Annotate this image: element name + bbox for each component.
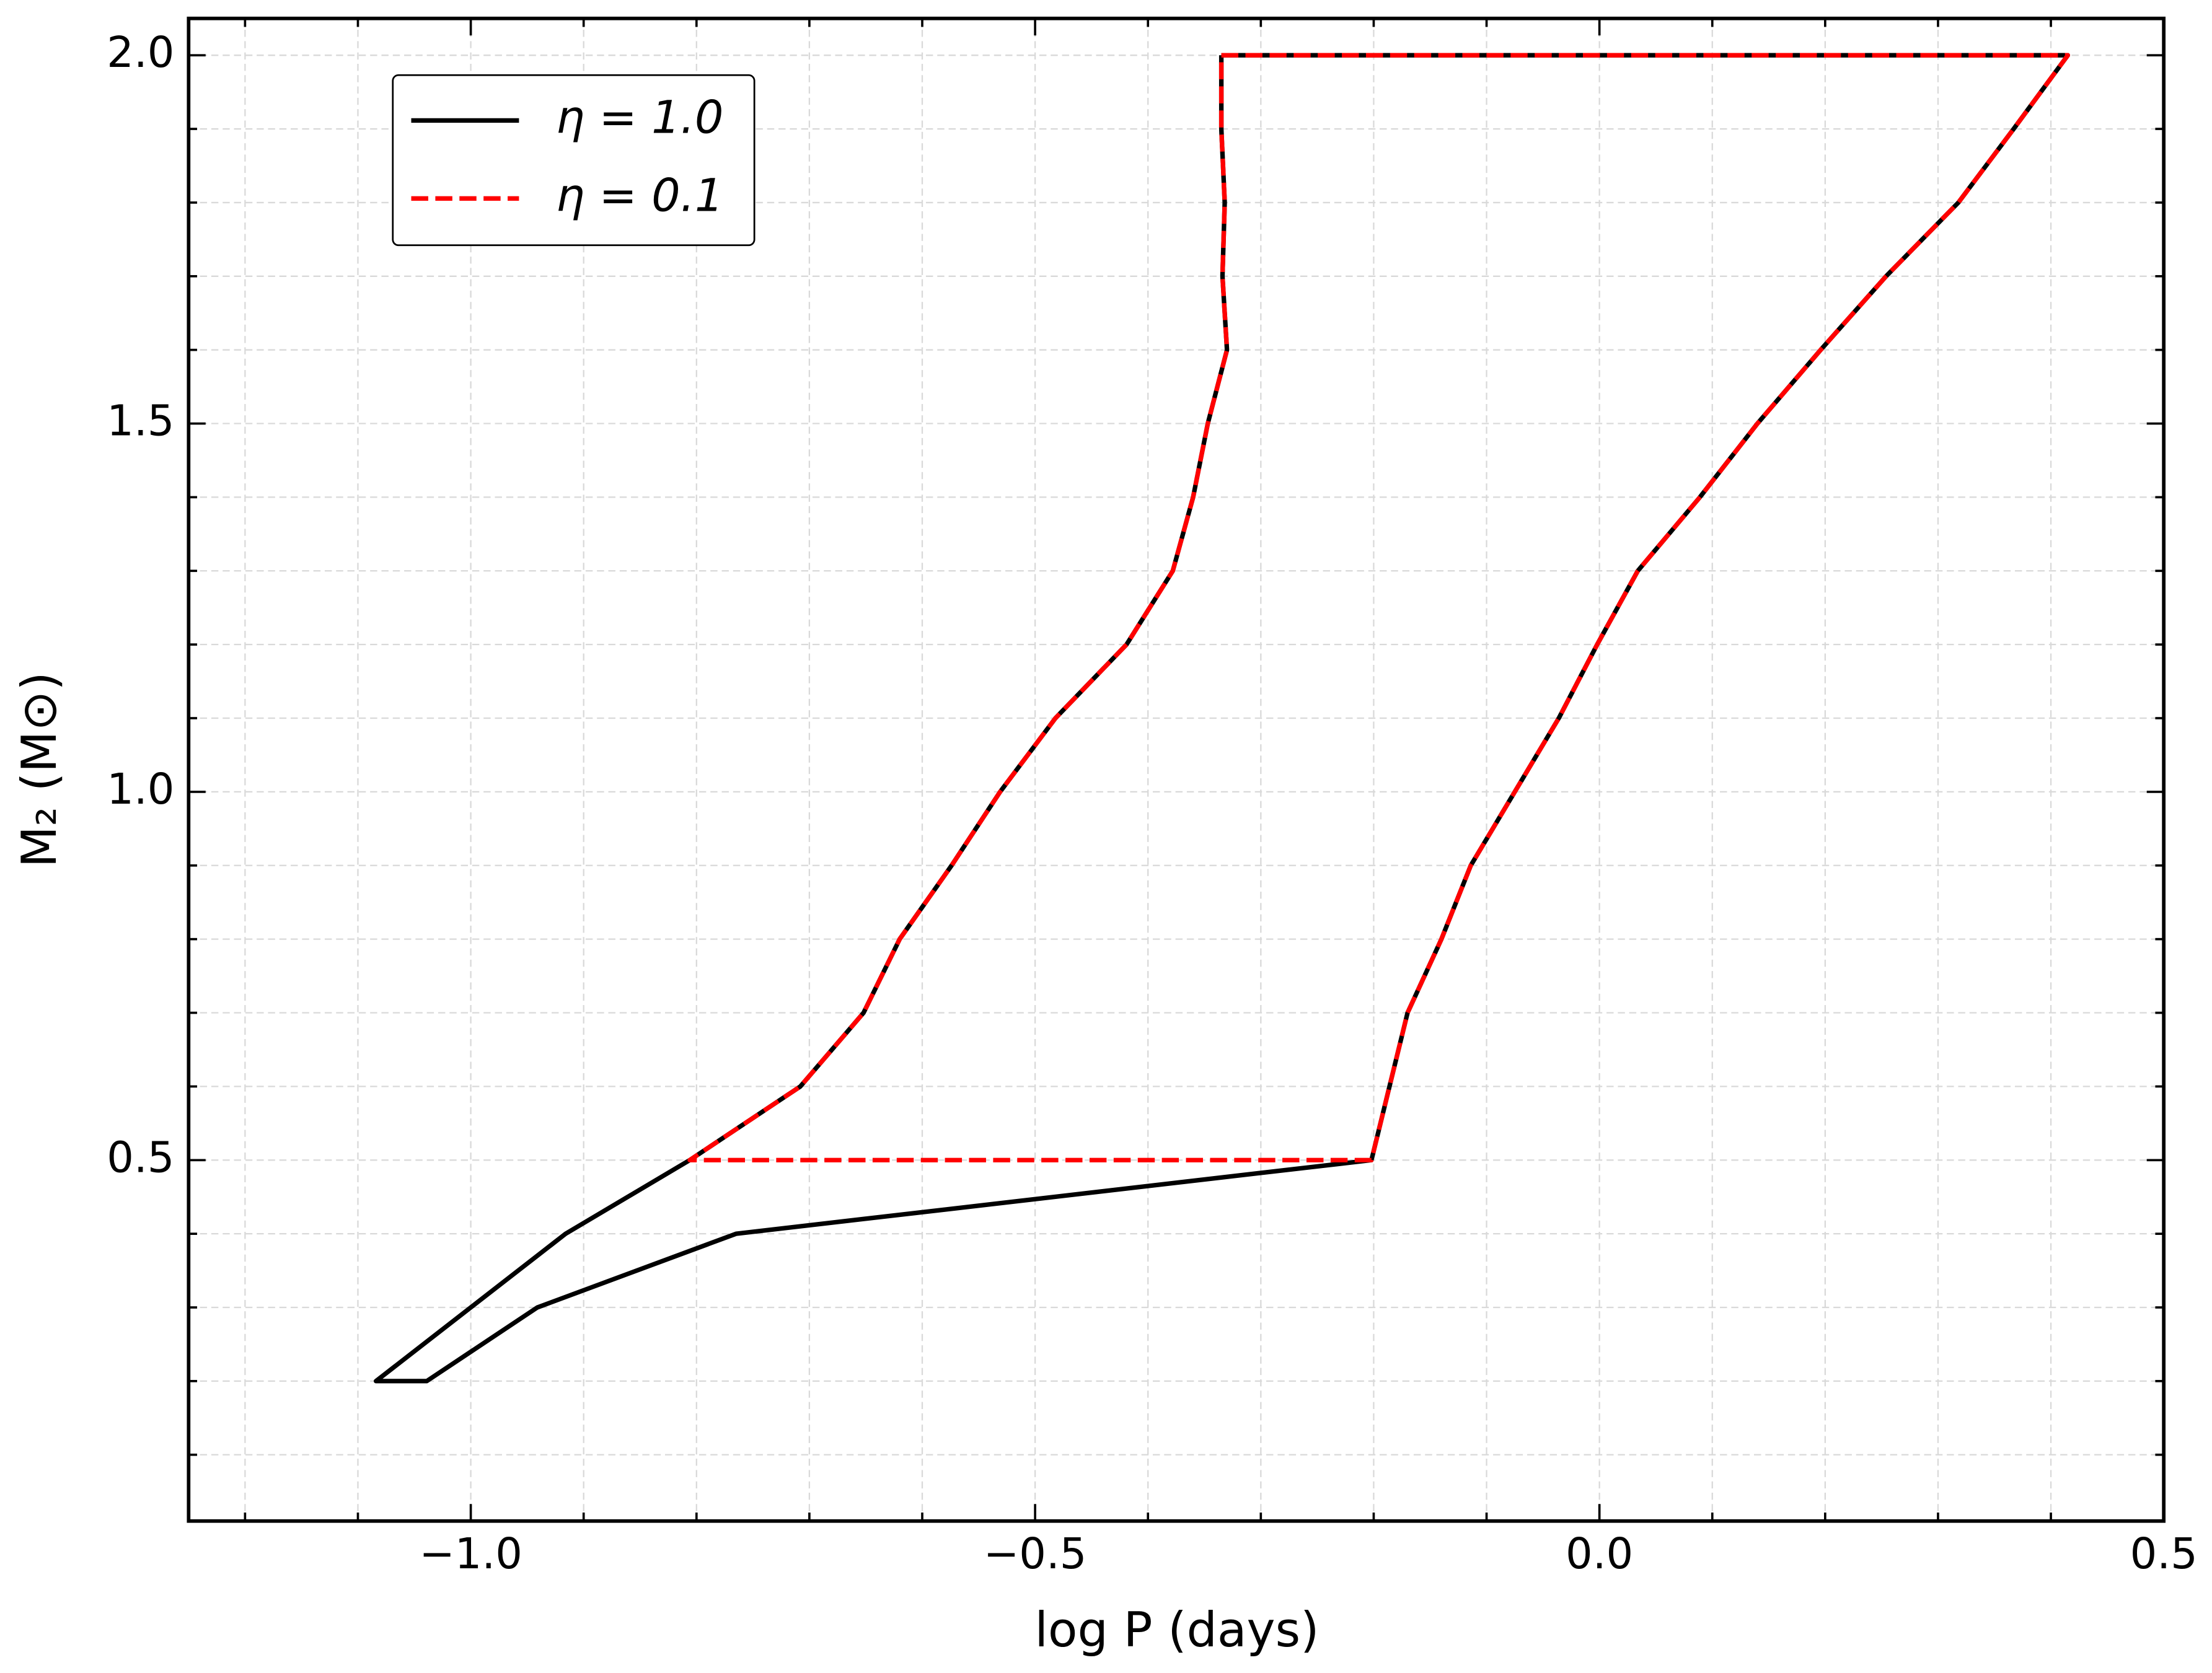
x-tick-label: 0.0 xyxy=(1566,1529,1633,1579)
y-tick-label: 1.5 xyxy=(107,397,174,446)
y-tick-label: 0.5 xyxy=(107,1133,174,1182)
legend: η = 1.0 η = 0.1 xyxy=(392,74,756,247)
y-axis-label: M₂ (M⊙) xyxy=(12,672,68,867)
x-tick-label: −0.5 xyxy=(984,1529,1087,1579)
y-tick-label: 2.0 xyxy=(107,28,174,77)
x-tick-label: 0.5 xyxy=(2130,1529,2198,1579)
x-axis-label: log P (days) xyxy=(1034,1602,1319,1658)
y-tick-label: 1.0 xyxy=(107,765,174,814)
series-line xyxy=(687,53,2071,1162)
plot-frame xyxy=(187,16,2166,1523)
legend-box xyxy=(392,74,756,247)
legend-label: η = 1.0 xyxy=(556,91,724,144)
x-tick-label: −1.0 xyxy=(419,1529,522,1579)
legend-label: η = 0.1 xyxy=(556,169,724,222)
